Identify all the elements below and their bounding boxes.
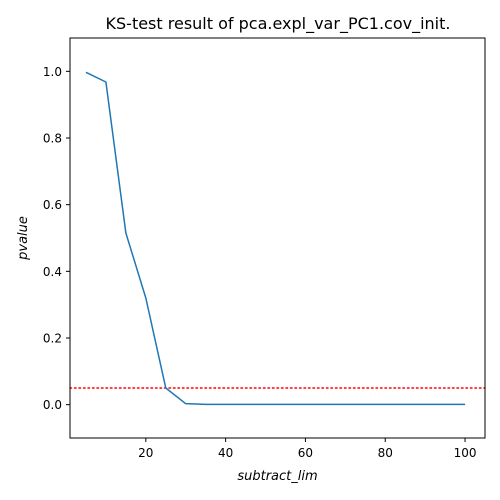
plot-layer <box>69 71 486 406</box>
pvalue-series-line <box>85 71 466 406</box>
y-tick-label: 0.8 <box>43 132 62 146</box>
x-tick-label: 20 <box>138 446 153 460</box>
x-tick-label: 100 <box>454 446 477 460</box>
y-tick-label: 1.0 <box>43 65 62 79</box>
chart-title: KS-test result of pca.expl_var_PC1.cov_i… <box>106 14 451 34</box>
plot-area-frame <box>69 37 486 439</box>
y-axis-label: pvalue <box>16 216 31 261</box>
ticks-layer: 20 40 60 80 100 0.0 0.2 0.4 0.6 0.8 1.0 <box>43 65 477 460</box>
x-tick-label: 80 <box>378 446 393 460</box>
x-tick-label: 40 <box>218 446 233 460</box>
y-tick-label: 0.6 <box>43 198 62 212</box>
x-tick-label: 60 <box>298 446 313 460</box>
y-tick-label: 0.0 <box>43 398 62 412</box>
y-tick-label: 0.2 <box>43 332 62 346</box>
y-tick-label: 0.4 <box>43 265 62 279</box>
x-axis-label: subtract_lim <box>237 469 317 484</box>
